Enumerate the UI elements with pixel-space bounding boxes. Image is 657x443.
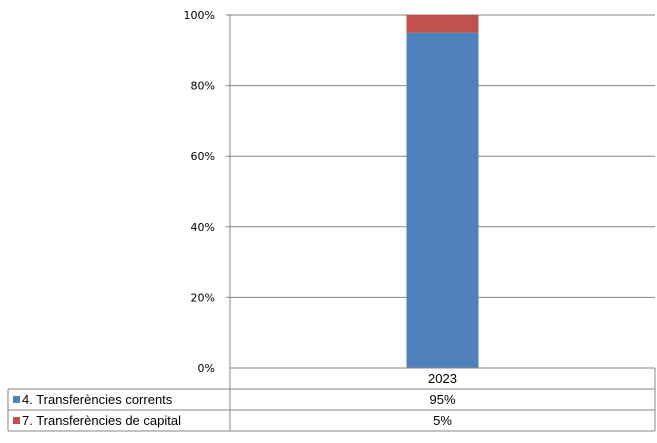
legend-swatch xyxy=(13,396,20,403)
legend-swatch xyxy=(13,417,20,424)
data-label: 95% xyxy=(429,392,455,407)
y-tick-label: 60% xyxy=(191,150,215,163)
y-tick-labels: 0% 20% 40% 60% 80% 100% xyxy=(184,9,215,375)
y-tick-label: 40% xyxy=(191,221,215,234)
bar-segment xyxy=(406,15,479,33)
data-label: 5% xyxy=(433,413,452,428)
legend-label: 4. Transferències corrents xyxy=(22,392,173,407)
y-tick-label: 100% xyxy=(184,9,215,22)
x-tick-label: 2023 xyxy=(428,371,457,386)
y-tick-label: 0% xyxy=(198,362,215,375)
y-tick-label: 20% xyxy=(191,291,215,304)
bar-segment xyxy=(406,32,479,369)
bar-stack xyxy=(406,15,479,369)
y-tick-label: 80% xyxy=(191,80,215,93)
legend-label: 7. Transferències de capital xyxy=(22,413,181,428)
data-table: 2023 4. Transferències corrents 95% 7. Tran… xyxy=(7,367,656,432)
